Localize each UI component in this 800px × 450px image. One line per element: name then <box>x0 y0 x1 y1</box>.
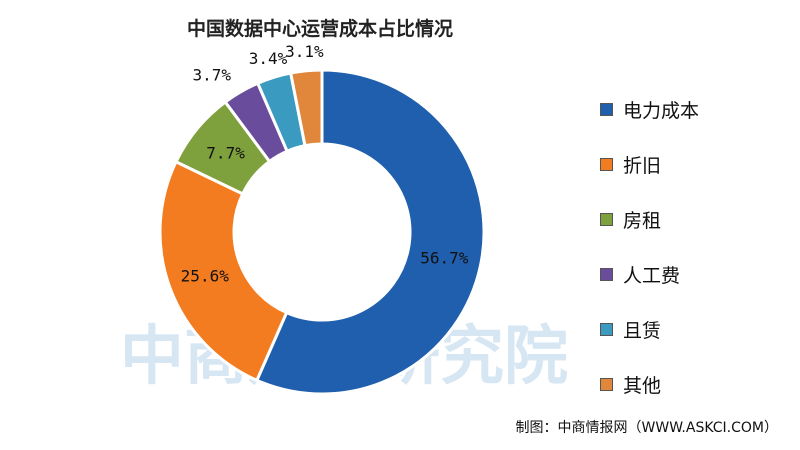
legend: 电力成本折旧房租人工费且赁其他 <box>600 82 699 412</box>
data-label: 3.1% <box>285 42 324 61</box>
legend-label: 且赁 <box>623 320 662 342</box>
legend-label: 其他 <box>623 375 662 397</box>
legend-label: 人工费 <box>623 265 681 287</box>
data-label: 3.4% <box>249 49 288 68</box>
legend-swatch <box>600 213 613 226</box>
legend-swatch <box>600 378 613 391</box>
legend-item: 其他 <box>600 357 699 412</box>
source-footer: 制图：中商情报网（WWW.ASKCI.COM） <box>515 420 778 436</box>
legend-label: 电力成本 <box>623 100 700 122</box>
data-label: 56.7% <box>420 249 469 268</box>
chart-title: 中国数据中心运营成本占比情况 <box>186 18 453 40</box>
data-label: 25.6% <box>181 266 230 285</box>
legend-label: 折旧 <box>623 155 662 177</box>
legend-item: 电力成本 <box>600 82 699 137</box>
data-label: 7.7% <box>206 143 245 162</box>
slice-0 <box>254 68 486 396</box>
slice-5 <box>288 68 324 148</box>
legend-item: 折旧 <box>600 137 699 192</box>
legend-item: 房租 <box>600 192 699 247</box>
legend-swatch <box>600 268 613 281</box>
slice-1 <box>158 159 289 383</box>
data-label: 3.7% <box>192 65 231 84</box>
legend-label: 房租 <box>623 210 662 232</box>
legend-swatch <box>600 158 613 171</box>
legend-swatch <box>600 103 613 116</box>
legend-item: 人工费 <box>600 247 699 302</box>
legend-item: 且赁 <box>600 302 699 357</box>
legend-swatch <box>600 323 613 336</box>
